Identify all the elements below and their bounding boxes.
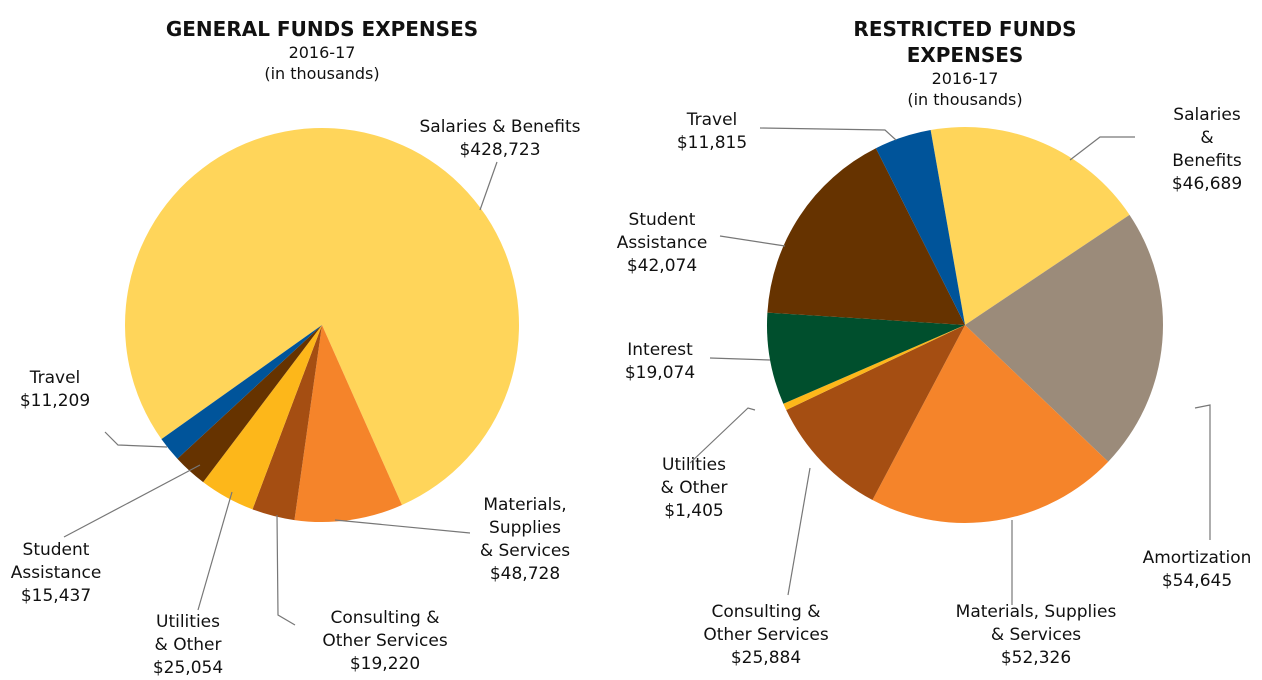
- leader-line: [759, 127, 897, 141]
- pie-slice: [783, 325, 965, 411]
- category-label: Amortization: [1142, 548, 1252, 568]
- value-label: $25,884: [730, 648, 802, 668]
- value-label: $48,728: [489, 564, 561, 584]
- value-label: $46,689: [1171, 174, 1243, 194]
- leader-line: [719, 235, 786, 247]
- pie-slice: [294, 325, 402, 522]
- leader-line: [787, 467, 811, 596]
- slice-label: Travel $11,209: [20, 367, 90, 413]
- leader-line: [104, 431, 168, 448]
- category-label: Utilities & Other: [660, 455, 728, 498]
- category-label: Interest: [627, 340, 693, 360]
- value-label: $52,326: [1000, 648, 1072, 668]
- slice-label: Interest $19,074: [625, 339, 695, 385]
- category-label: Salaries & Benefits: [419, 117, 581, 137]
- pie-slice: [875, 130, 965, 325]
- slice-label: Materials, Supplies & Services $48,728: [480, 494, 570, 586]
- value-label: $15,437: [20, 586, 92, 606]
- pie-slice: [203, 325, 322, 510]
- category-label: Student Assistance: [10, 540, 102, 583]
- category-label: Travel: [686, 110, 738, 130]
- slice-label: Salaries & Benefits $428,723: [419, 116, 580, 162]
- value-label: $428,723: [459, 140, 541, 160]
- chart-title: GENERAL FUNDS EXPENSES: [165, 17, 479, 41]
- value-label: $11,209: [19, 391, 91, 411]
- slice-label: Travel $11,815: [677, 109, 747, 155]
- value-label: $54,645: [1161, 571, 1233, 591]
- category-label: Salaries & Benefits: [1172, 105, 1242, 171]
- slice-label: Utilities & Other $1,405: [661, 454, 728, 523]
- category-label: Consulting & Other Services: [703, 602, 829, 645]
- slice-label: Amortization $54,645: [1143, 547, 1252, 593]
- chart-subtitle: 2016-17 (in thousands): [907, 69, 1023, 109]
- pie-slice: [125, 127, 520, 506]
- pie-slice: [965, 214, 1163, 462]
- slice-label: Utilities & Other $25,054: [153, 611, 223, 680]
- chart-subtitle: 2016-17 (in thousands): [264, 43, 380, 83]
- leader-line: [1069, 136, 1135, 161]
- leader-line: [689, 407, 756, 464]
- value-label: $11,815: [676, 133, 748, 153]
- leader-line: [479, 161, 498, 211]
- slice-label: Student Assistance $42,074: [617, 209, 708, 278]
- pie-slice: [767, 148, 965, 325]
- value-label: $19,074: [624, 363, 696, 383]
- value-label: $42,074: [626, 256, 698, 276]
- slice-label: Salaries & Benefits $46,689: [1172, 104, 1242, 196]
- leader-line: [1194, 404, 1211, 540]
- category-label: Student Assistance: [616, 210, 708, 253]
- leader-line: [334, 519, 471, 534]
- chart-title-block: RESTRICTED FUNDS EXPENSES 2016-17 (in tho…: [817, 16, 1114, 110]
- category-label: Materials, Supplies & Services: [479, 495, 571, 561]
- pie-slice: [930, 127, 1130, 325]
- slice-label: Materials, Supplies & Services $52,326: [956, 601, 1117, 670]
- leader-line: [276, 514, 296, 626]
- pie-slice: [177, 325, 322, 483]
- chart-title: RESTRICTED FUNDS EXPENSES: [853, 17, 1077, 67]
- slice-label: Consulting & Other Services $25,884: [703, 601, 828, 670]
- slice-label: Student Assistance $15,437: [11, 539, 102, 608]
- pie-slice: [252, 325, 322, 521]
- category-label: Consulting & Other Services: [322, 608, 448, 651]
- leader-line: [63, 464, 201, 538]
- category-label: Travel: [29, 368, 81, 388]
- pie-slice: [767, 312, 965, 404]
- value-label: $25,054: [152, 658, 224, 678]
- leader-line: [709, 357, 771, 361]
- value-label: $19,220: [349, 654, 421, 674]
- pie-slice: [872, 325, 1109, 524]
- chart-title-block: GENERAL FUNDS EXPENSES 2016-17 (in thousa…: [166, 16, 478, 84]
- pie-slice: [786, 325, 965, 501]
- category-label: Utilities & Other: [154, 612, 222, 655]
- slice-label: Consulting & Other Services $19,220: [322, 607, 447, 676]
- leader-line: [197, 491, 233, 611]
- value-label: $1,405: [664, 501, 724, 521]
- category-label: Materials, Supplies & Services: [955, 602, 1117, 645]
- pie-slice: [161, 325, 322, 459]
